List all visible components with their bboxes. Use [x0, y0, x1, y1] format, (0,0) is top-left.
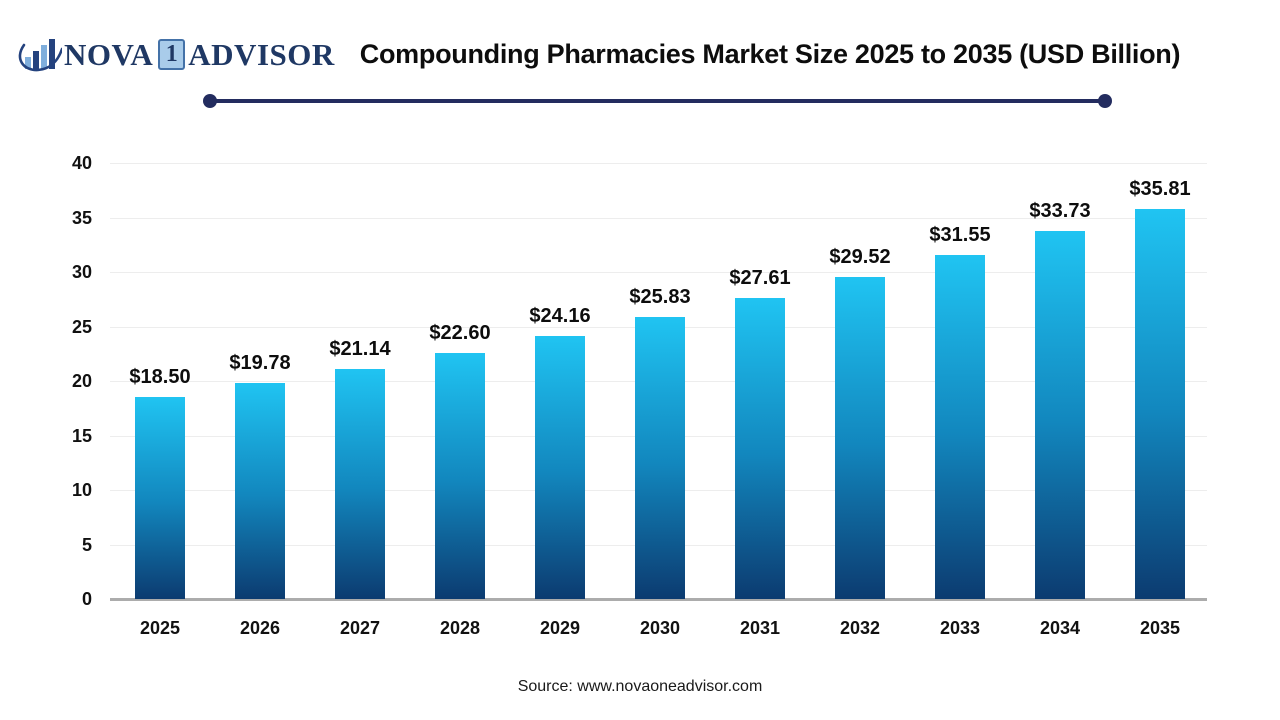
- plot-area: $18.50 $19.78 $21.14 $22.60 $24.16 $25.83 $27.…: [110, 163, 1207, 601]
- bar-2025: [135, 397, 185, 599]
- gridline: [110, 272, 1207, 273]
- y-tick-label: 40: [71, 153, 92, 173]
- x-tick-label: 2025: [139, 618, 181, 638]
- bar-value-label: $33.73: [1029, 200, 1091, 223]
- bar-value-label: $25.83: [629, 286, 691, 309]
- x-tick-label: 2033: [939, 618, 981, 638]
- title-divider-line: [210, 99, 1105, 103]
- bar-value-label: $31.55: [929, 224, 991, 247]
- y-tick-label: 0: [81, 589, 92, 609]
- divider-dot-left: [203, 94, 217, 108]
- y-tick-label: 25: [71, 316, 92, 337]
- source-text: Source: www.novaoneadvisor.com: [517, 678, 763, 695]
- bar-value-label: $29.52: [829, 246, 891, 269]
- x-tick-label: 2029: [539, 618, 581, 638]
- bar-2028: [435, 352, 485, 599]
- bar-chart-swoosh-logo-icon: [18, 39, 62, 72]
- x-tick-label: 2032: [839, 618, 881, 638]
- y-tick-label: 35: [71, 207, 92, 228]
- bar-2027: [335, 368, 385, 599]
- x-tick-label: 2035: [1139, 618, 1181, 638]
- y-tick-label: 5: [81, 534, 92, 555]
- bar-2030: [635, 317, 685, 599]
- bar-2035: [1135, 208, 1185, 599]
- chart-title: Compounding Pharmacies Market Size 2025 …: [359, 39, 1181, 69]
- bar-2033: [935, 255, 985, 599]
- bar-value-label: $19.78: [229, 352, 291, 375]
- bar-value-label: $21.14: [329, 337, 391, 360]
- bar-value-label: $35.81: [1129, 177, 1191, 200]
- bar-value-label: $18.50: [129, 366, 191, 389]
- bar-value-label: $27.61: [729, 267, 791, 290]
- bar-value-label: $22.60: [429, 321, 491, 344]
- bar-2034: [1035, 231, 1085, 599]
- bar-2029: [535, 335, 585, 599]
- nova-one-advisor-logo: NOVA 1 ADVISOR: [18, 32, 335, 76]
- gridline: [110, 217, 1207, 219]
- y-tick-label: 20: [71, 371, 92, 391]
- y-tick-label: 10: [71, 480, 92, 500]
- y-tick-label: 30: [71, 262, 92, 282]
- logo-text-advisor: ADVISOR: [188, 36, 335, 72]
- bar-2032: [835, 277, 885, 599]
- bar-2026: [235, 383, 285, 599]
- bar-2031: [735, 298, 785, 599]
- y-tick-label: 15: [71, 425, 92, 446]
- x-tick-label: 2026: [239, 618, 281, 638]
- x-tick-label: 2034: [1039, 618, 1081, 638]
- x-axis-line: [110, 598, 1207, 601]
- x-tick-label: 2031: [739, 618, 781, 638]
- x-tick-label: 2028: [439, 618, 481, 638]
- gridline: [110, 163, 1207, 164]
- logo-text-nova: NOVA: [64, 36, 154, 72]
- divider-dot-right: [1098, 94, 1112, 108]
- x-tick-label: 2027: [339, 618, 381, 638]
- x-tick-label: 2030: [639, 618, 681, 638]
- bar-value-label: $24.16: [529, 304, 591, 327]
- logo-one-badge: 1: [158, 38, 186, 70]
